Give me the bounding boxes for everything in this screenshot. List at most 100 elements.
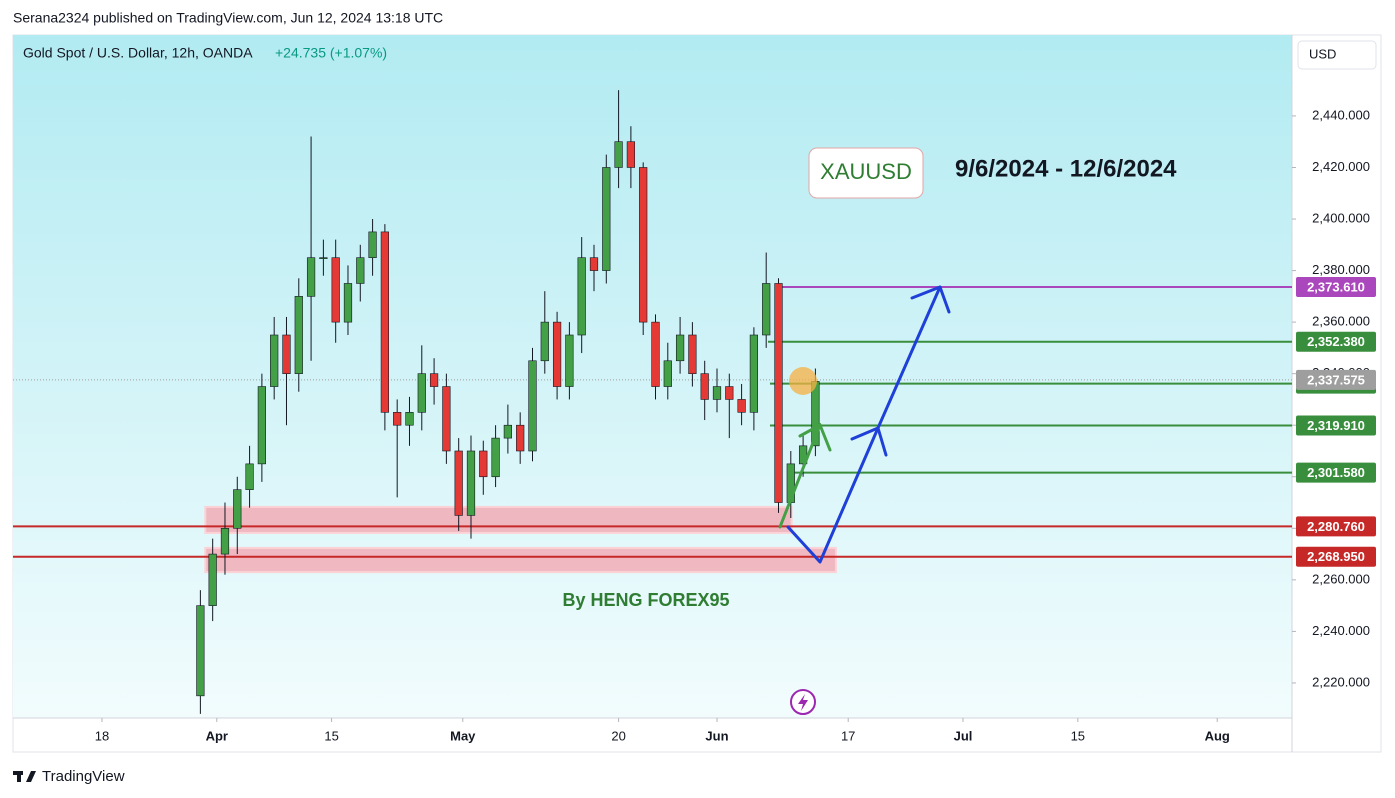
y-tick-label: 2,440.000 bbox=[1312, 107, 1370, 122]
level-tag-label: 2,352.380 bbox=[1307, 334, 1365, 349]
price-change: +24.735 (+1.07%) bbox=[275, 45, 387, 61]
candle-body bbox=[208, 553, 217, 606]
x-tick-label: 18 bbox=[95, 728, 109, 743]
support-zone bbox=[204, 546, 837, 574]
candle-body bbox=[639, 167, 648, 323]
currency-button[interactable] bbox=[1297, 40, 1377, 70]
x-tick-label: Jun bbox=[705, 728, 728, 743]
candle-body bbox=[626, 141, 636, 168]
y-tick-label: 2,420.000 bbox=[1312, 159, 1370, 174]
candle-body bbox=[429, 373, 439, 387]
level-tag-label: 2,268.950 bbox=[1307, 549, 1365, 564]
candle-body bbox=[294, 296, 303, 374]
level-tag-label: 2,373.610 bbox=[1307, 279, 1365, 294]
level-tag-label: 2,280.760 bbox=[1307, 519, 1365, 534]
candle-body bbox=[270, 334, 279, 387]
candle-body bbox=[774, 283, 783, 503]
candle-body bbox=[663, 360, 672, 387]
candle-body bbox=[331, 257, 340, 323]
arrow-head bbox=[798, 422, 832, 452]
level-tag bbox=[1296, 415, 1376, 436]
level-tag-label: 2,319.910 bbox=[1307, 418, 1365, 433]
x-tick-label: 15 bbox=[324, 728, 338, 743]
level-tag bbox=[1296, 462, 1376, 483]
candle-body bbox=[405, 412, 414, 426]
blue-arrow bbox=[786, 285, 951, 564]
y-tick-label: 2,380.000 bbox=[1312, 262, 1370, 277]
candle-body bbox=[737, 399, 746, 413]
candle-body bbox=[577, 257, 586, 336]
candle-body bbox=[700, 373, 709, 400]
candle-body bbox=[466, 450, 476, 516]
candle-body bbox=[343, 283, 353, 323]
symbol-box bbox=[808, 147, 924, 199]
candle-body bbox=[540, 321, 549, 362]
candle-body bbox=[393, 412, 402, 426]
x-tick-label: 20 bbox=[611, 728, 625, 743]
candle-body bbox=[196, 605, 205, 697]
candle-body bbox=[233, 489, 242, 529]
brand-name: TradingView bbox=[42, 768, 125, 785]
brand-logo bbox=[13, 771, 36, 782]
level-tag bbox=[1296, 516, 1376, 537]
level-tag-label: 2,301.580 bbox=[1307, 465, 1365, 480]
candle-body bbox=[749, 334, 759, 413]
highlight-circle bbox=[789, 367, 817, 395]
logo-mark bbox=[17, 771, 21, 782]
candle-body bbox=[602, 167, 611, 271]
candle-body bbox=[319, 257, 328, 259]
candle-body bbox=[356, 257, 365, 284]
candle-body bbox=[516, 424, 525, 452]
last-price-tag-label: 2,337.575 bbox=[1307, 372, 1365, 387]
event-bolt bbox=[798, 694, 808, 711]
support-zone bbox=[204, 505, 793, 534]
candle-body bbox=[675, 334, 685, 362]
candle-body bbox=[380, 231, 389, 413]
axes: 2,220.0002,240.0002,260.0002,280.0002,30… bbox=[95, 107, 1376, 743]
candle-body bbox=[565, 334, 574, 387]
last-price-tag bbox=[1296, 369, 1376, 390]
y-tick-label: 2,220.000 bbox=[1312, 674, 1370, 689]
logo-mark bbox=[26, 771, 36, 782]
arrow-head bbox=[910, 285, 951, 314]
y-tick-label: 2,240.000 bbox=[1312, 623, 1370, 638]
currency-label: USD bbox=[1309, 46, 1336, 61]
arrow-head bbox=[850, 426, 888, 457]
candle-body bbox=[257, 386, 266, 465]
y-tick-label: 2,260.000 bbox=[1312, 571, 1370, 586]
level-tag bbox=[1296, 277, 1376, 298]
candle-body bbox=[368, 231, 377, 258]
level-tag bbox=[1296, 331, 1376, 352]
candle-body bbox=[245, 463, 254, 490]
candle-body bbox=[442, 386, 451, 452]
candle-body bbox=[712, 386, 722, 400]
date-range: 9/6/2024 - 12/6/2024 bbox=[955, 155, 1177, 182]
candle-body bbox=[479, 450, 488, 478]
symbol-label: XAUUSD bbox=[820, 159, 912, 184]
published-line: Serana2324 published on TradingView.com,… bbox=[13, 10, 443, 26]
y-tick-label: 2,360.000 bbox=[1312, 314, 1370, 329]
arrow-shaft bbox=[786, 285, 942, 564]
candle-body bbox=[725, 386, 734, 400]
candle-body bbox=[417, 373, 426, 413]
x-tick-label: 15 bbox=[1071, 728, 1085, 743]
candle-body bbox=[220, 528, 230, 555]
candle-body bbox=[552, 321, 562, 387]
x-tick-label: Jul bbox=[954, 728, 973, 743]
candle-body bbox=[528, 360, 537, 452]
x-tick-label: 17 bbox=[841, 728, 855, 743]
green-arrow bbox=[778, 422, 832, 529]
candle-body bbox=[614, 141, 623, 168]
x-tick-label: May bbox=[450, 728, 476, 743]
candle-body bbox=[688, 334, 697, 374]
candle-body bbox=[282, 334, 291, 374]
candle-body bbox=[491, 437, 500, 478]
candle-body bbox=[762, 283, 771, 336]
y-tick-label: 2,400.000 bbox=[1312, 210, 1370, 225]
candle-body bbox=[589, 257, 599, 271]
overlay: XAUUSD 9/6/2024 - 12/6/2024 By HENG FORE… bbox=[562, 147, 1177, 715]
level-tag bbox=[1296, 546, 1376, 567]
